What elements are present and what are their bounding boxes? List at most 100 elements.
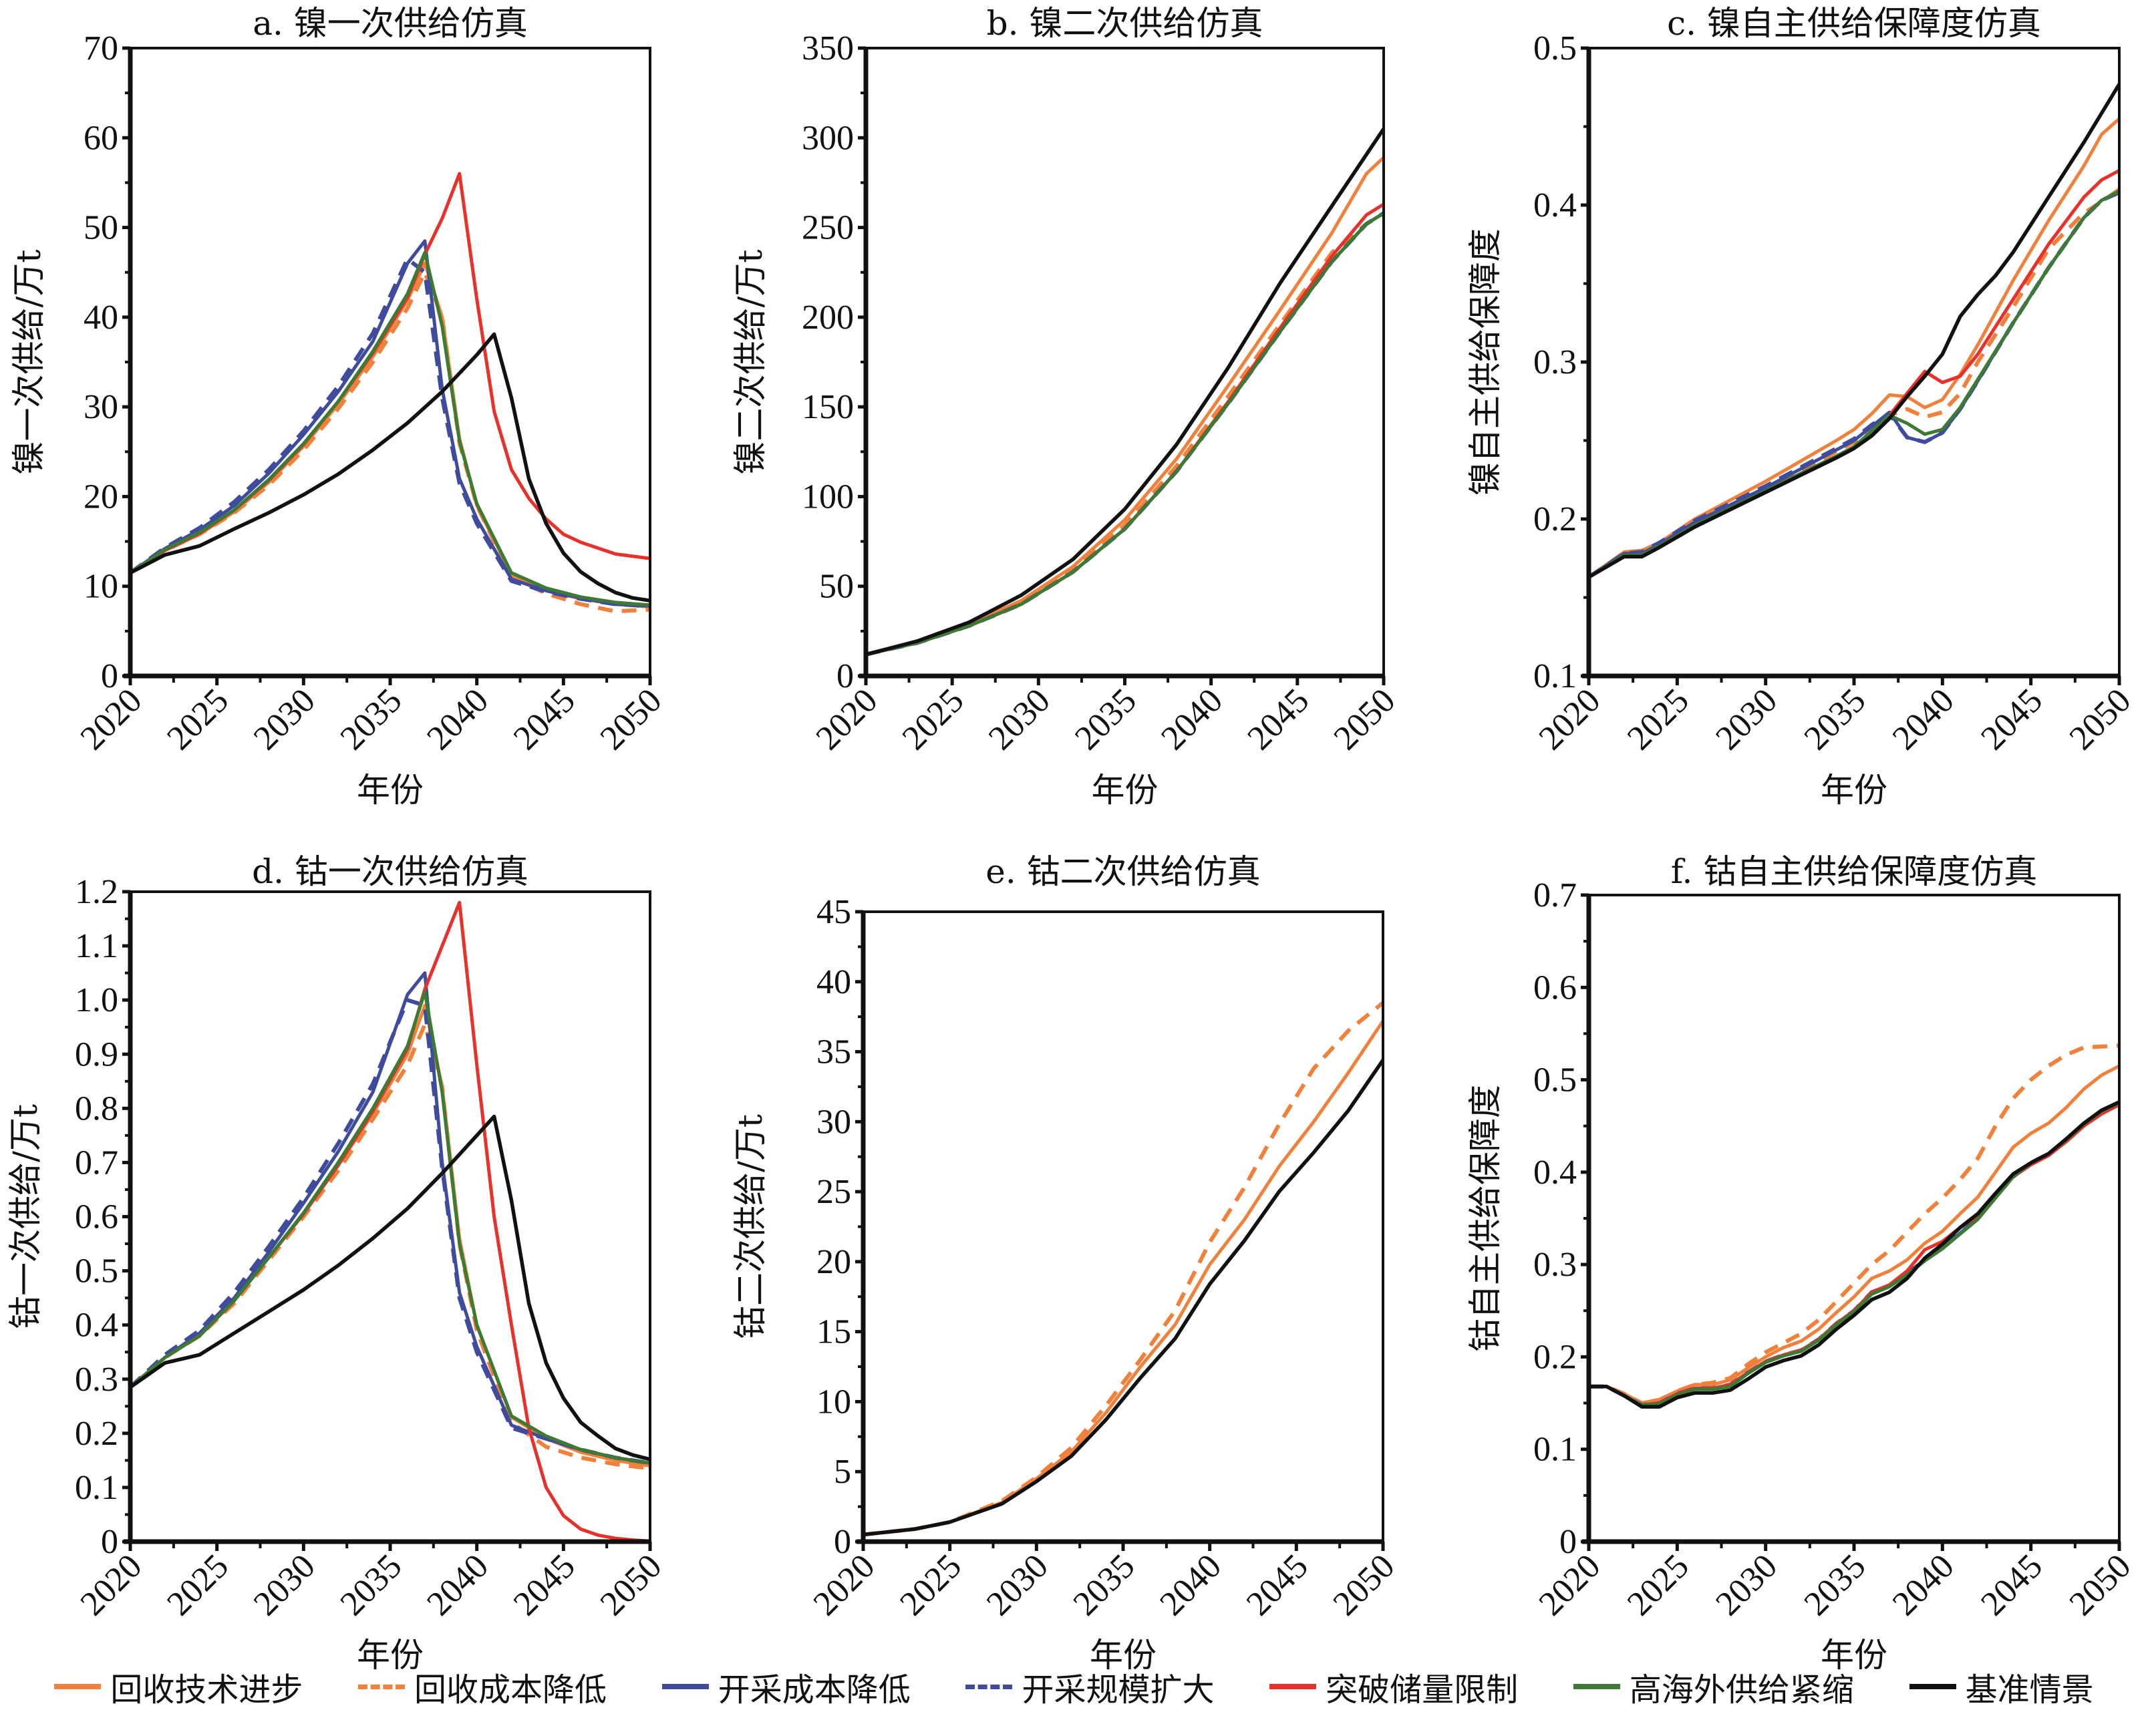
x-tick-label: 2040: [420, 1547, 496, 1623]
x-tick-label: 2035: [1797, 681, 1873, 757]
y-tick-label: 30: [84, 388, 118, 426]
y-tick-label: 0.1: [1533, 1431, 1577, 1469]
x-tick-label: 2040: [1885, 681, 1962, 757]
y-tick-label: 45: [816, 893, 851, 931]
y-tick-label: 20: [816, 1243, 851, 1281]
x-tick-label: 2025: [1620, 681, 1696, 757]
y-tick-label: 0.8: [75, 1089, 118, 1127]
series-line: [865, 211, 1385, 657]
x-tick-label: 2045: [1240, 681, 1316, 757]
series-line: [865, 211, 1385, 657]
series-line: [863, 1059, 1385, 1537]
y-tick-label: 0.1: [1533, 657, 1577, 695]
x-tick-label: 2035: [333, 681, 410, 757]
plot-frame: [129, 47, 651, 677]
legend-swatch: [1573, 1684, 1620, 1689]
x-tick-label: 2030: [247, 681, 323, 757]
y-tick-label: 200: [802, 299, 854, 337]
series-line: [129, 172, 651, 574]
plot-frame: [129, 890, 651, 1543]
series-line: [1589, 1103, 2121, 1407]
y-axis-label: 镍二次供给/万t: [731, 250, 770, 475]
y-axis-label: 镍一次供给/万t: [9, 250, 48, 475]
y-tick-label: 100: [802, 478, 854, 516]
series-line: [1587, 169, 2121, 579]
series-line: [1589, 1101, 2121, 1407]
legend-item: 突破储量限制: [1269, 1663, 1518, 1710]
series-line: [129, 990, 651, 1465]
y-axis-label: 钴二次供给/万t: [731, 1114, 770, 1339]
series-line: [1589, 1100, 2121, 1409]
x-axis-label: 年份: [1821, 771, 1887, 810]
plot-frame: [865, 47, 1385, 677]
panel-title: a. 镍一次供给仿真: [253, 4, 528, 43]
panel-title: c. 镍自主供给保障度仿真: [1667, 4, 2041, 43]
legend-label: 基准情景: [1965, 1671, 2094, 1709]
y-tick-label: 20: [84, 478, 118, 516]
x-axis-label: 年份: [357, 771, 424, 810]
x-tick-label: 2020: [1532, 1547, 1608, 1623]
series-line: [128, 998, 651, 1465]
y-tick-label: 0: [101, 657, 118, 695]
legend-swatch: [965, 1684, 1013, 1689]
series-line: [129, 971, 651, 1465]
x-tick-label: 2030: [981, 681, 1058, 757]
series-line: [863, 1020, 1385, 1536]
series-line: [1587, 188, 2121, 579]
x-tick-label: 2045: [506, 1547, 583, 1623]
x-tick-label: 2050: [2062, 681, 2139, 757]
x-tick-label: 2035: [1797, 1547, 1873, 1623]
series-line: [1589, 1101, 2121, 1407]
series-line: [1589, 1043, 2120, 1405]
x-tick-label: 2030: [979, 1547, 1056, 1623]
series-line: [129, 256, 651, 609]
y-tick-label: 350: [802, 29, 854, 67]
x-tick-label: 2025: [895, 681, 971, 757]
x-tick-label: 2025: [160, 681, 236, 757]
x-tick-label: 2030: [247, 1547, 323, 1623]
x-tick-label: 2020: [809, 681, 885, 757]
y-axis-label: 钴一次供给/万t: [6, 1104, 45, 1329]
x-tick-label: 2045: [1974, 681, 2050, 757]
series-line: [1587, 117, 2121, 579]
x-tick-label: 2025: [893, 1547, 969, 1623]
x-tick-label: 2020: [73, 1547, 150, 1623]
x-tick-label: 2050: [593, 1547, 669, 1623]
series-line: [865, 211, 1385, 657]
legend-swatch: [1909, 1684, 1956, 1689]
legend-item: 开采成本降低: [661, 1663, 911, 1710]
series-line: [865, 156, 1385, 657]
y-tick-label: 0.2: [1533, 500, 1577, 538]
y-tick-label: 0: [836, 657, 854, 695]
series-line: [129, 239, 651, 608]
y-tick-label: 10: [816, 1383, 851, 1421]
y-axis-label: 镍自主供给保障度: [1466, 228, 1505, 496]
y-tick-label: 50: [84, 209, 118, 247]
y-tick-label: 0.3: [75, 1361, 118, 1399]
x-tick-label: 2050: [1327, 681, 1403, 757]
x-tick-label: 2035: [1066, 1547, 1142, 1623]
y-tick-label: 0.9: [75, 1035, 118, 1073]
plot-frame: [862, 910, 1384, 1543]
legend-item: 基准情景: [1909, 1663, 2094, 1710]
x-tick-label: 2045: [1239, 1547, 1316, 1623]
y-axis-label: 钴自主供给保障度: [1466, 1085, 1505, 1352]
x-tick-label: 2035: [1068, 681, 1144, 757]
x-tick-label: 2045: [1974, 1547, 2050, 1623]
legend-swatch: [358, 1684, 406, 1689]
y-tick-label: 40: [84, 299, 118, 337]
series-line: [129, 250, 651, 607]
series-line: [129, 1022, 651, 1471]
series-line: [1587, 190, 2121, 579]
series-line: [129, 270, 651, 614]
y-tick-label: 300: [802, 119, 854, 157]
y-tick-label: 0.4: [1533, 186, 1577, 224]
legend: 回收技术进步 回收成本降低 开采成本降低 开采规模扩大 突破储量限制 高海外供给紧缩 基准情…: [0, 1650, 2148, 1723]
series-line: [865, 128, 1386, 657]
legend-swatch: [661, 1684, 709, 1689]
